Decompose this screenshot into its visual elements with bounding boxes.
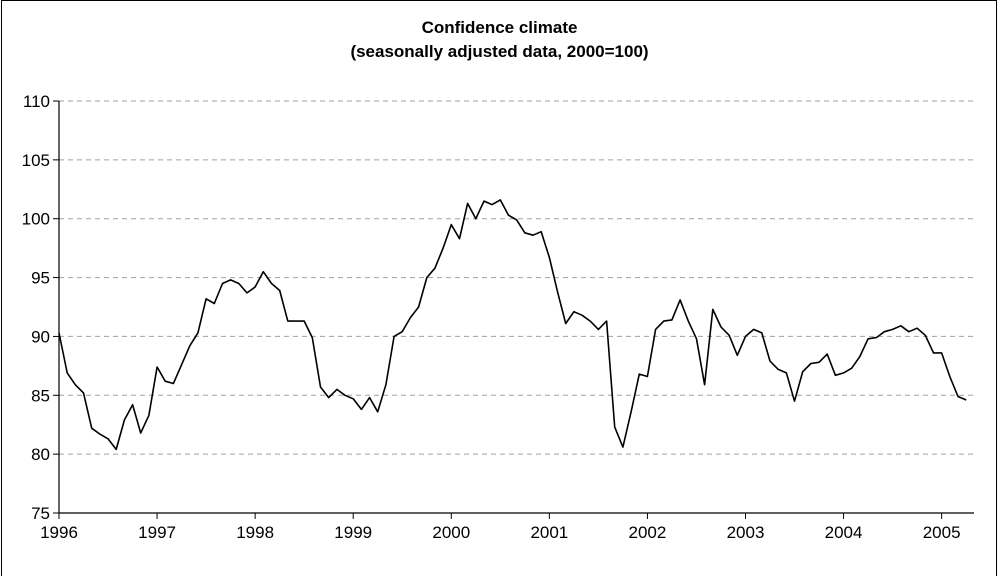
y-tick-labels: 75 80 85 90 95 100 105 110 — [22, 92, 50, 523]
y-tick-label: 80 — [31, 445, 50, 464]
x-tick-label: 2002 — [629, 523, 667, 542]
y-tick-label: 110 — [23, 92, 50, 111]
x-tick-label: 1997 — [138, 523, 176, 542]
x-tick-label: 2004 — [825, 523, 863, 542]
chart-title: Confidence climate — [421, 18, 578, 37]
x-tick-label: 1998 — [236, 523, 274, 542]
y-tick-label: 85 — [31, 386, 50, 405]
y-tick-label: 105 — [22, 151, 50, 170]
x-tick-label: 2000 — [432, 523, 470, 542]
y-tick-label: 100 — [22, 210, 50, 229]
y-tick-label: 75 — [31, 504, 50, 523]
x-tick-label: 2005 — [923, 523, 961, 542]
y-tick-label: 90 — [31, 327, 50, 346]
x-tick-label: 2003 — [727, 523, 765, 542]
chart-title-block: Confidence climate (seasonally adjusted … — [0, 16, 999, 64]
gridlines — [59, 100, 974, 455]
axes — [53, 100, 974, 519]
y-tick-label: 95 — [31, 269, 50, 288]
x-tick-label: 1996 — [40, 523, 78, 542]
series-layer — [58, 199, 967, 451]
series-line — [58, 199, 967, 451]
x-tick-label: 2001 — [530, 523, 568, 542]
chart-subtitle: (seasonally adjusted data, 2000=100) — [350, 42, 649, 61]
x-tick-labels: 1996 1997 1998 1999 2000 2001 2002 2003 2004 2005 — [40, 523, 960, 542]
x-tick-label: 1999 — [334, 523, 372, 542]
